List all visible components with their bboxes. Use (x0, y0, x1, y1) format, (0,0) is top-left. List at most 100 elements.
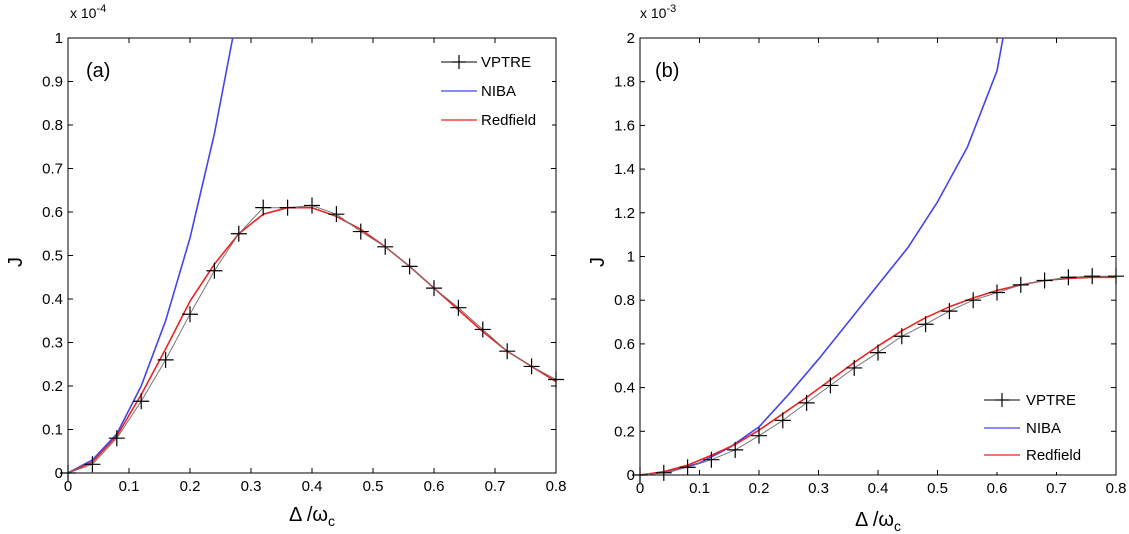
x-tick-label: 0.2 (180, 478, 201, 495)
x-tick-label: 0.4 (868, 480, 889, 497)
data-point-vptre (474, 321, 491, 338)
y-tick-label: 1 (627, 249, 635, 266)
x-tick-label: 0.4 (302, 478, 323, 495)
data-point-vptre (989, 284, 1005, 301)
data-point-vptre (1060, 269, 1077, 286)
y-tick-label: 0.5 (42, 248, 63, 265)
y-multiplier-base: x 10 (640, 5, 667, 21)
data-point-vptre (679, 459, 696, 476)
y-axis-label: J (587, 257, 609, 267)
y-tick-label: 2 (627, 30, 635, 47)
data-point-vptre (304, 197, 320, 214)
y-tick-label: 1.8 (614, 74, 635, 91)
y-multiplier-exponent: -4 (96, 3, 106, 15)
legend-label-niba: NIBA (481, 83, 516, 100)
x-tick-label: 0 (64, 478, 72, 495)
data-point-vptre (84, 456, 101, 473)
data-point-vptre (548, 371, 564, 388)
legend-marker-vptre (452, 55, 466, 69)
y-tick-label: 1.6 (614, 117, 635, 134)
y-tick-label: 0.2 (42, 378, 63, 395)
y-tick-label: 0 (55, 465, 63, 482)
data-point-vptre (255, 199, 272, 216)
x-tick-label: 0.5 (927, 480, 948, 497)
x-axis-label: Δ /ωc (855, 509, 901, 534)
series-group (60, 37, 564, 481)
data-point-vptre (1108, 268, 1124, 285)
y-tick-label: 1.2 (614, 205, 635, 222)
data-point-vptre (846, 359, 863, 376)
series-group (632, 37, 1124, 483)
x-axis-label-sub: c (328, 513, 335, 529)
y-tick-label: 1 (55, 30, 63, 47)
data-point-vptre (632, 467, 648, 483)
x-tick-label: 0.5 (363, 478, 384, 495)
y-tick-label: 0.8 (42, 117, 63, 134)
data-point-vptre (870, 344, 886, 361)
data-point-vptre (426, 280, 442, 297)
data-point-vptre (352, 223, 369, 240)
x-axis-label-sub: c (894, 518, 901, 534)
legend-label-redfield: Redfield (1026, 447, 1081, 464)
y-tick-label: 0.1 (42, 422, 63, 439)
x-tick-label: 0.3 (808, 480, 829, 497)
legend-box (436, 48, 552, 140)
y-tick-label: 0.2 (614, 423, 635, 440)
data-point-vptre (60, 465, 76, 481)
legend-label-redfield: Redfield (481, 112, 536, 129)
y-tick-label: 0.8 (614, 292, 635, 309)
x-tick-label: 0.8 (1106, 480, 1127, 497)
data-point-vptre (230, 225, 247, 242)
y-tick-label: 1.4 (614, 161, 635, 178)
series-line-niba (639, 37, 1004, 476)
data-point-vptre (133, 393, 150, 410)
panel-b: 0 0.1 0.2 0.3 0.4 0.5 0.6 0.7 0.8 0 0.2 0.4 0.6 0.8 1 1… (587, 3, 1126, 534)
panel-label: (a) (86, 60, 110, 82)
y-multiplier-exponent: -3 (666, 3, 676, 15)
y-multiplier: x 10-3 (640, 3, 676, 21)
x-tick-label: 0.6 (424, 478, 445, 495)
data-point-vptre (727, 441, 744, 458)
data-point-vptre (450, 299, 467, 316)
legend-label-niba: NIBA (1026, 420, 1061, 437)
legend: VPTRE NIBA Redfield (978, 384, 1108, 472)
x-tick-label: 0.3 (241, 478, 262, 495)
tick-group: 0 0.1 0.2 0.3 0.4 0.5 0.6 0.7 0.8 0 0.1 0.2 0.3 0.4 0.… (42, 30, 566, 495)
y-multiplier: x 10-4 (70, 3, 106, 21)
data-point-vptre (965, 292, 982, 309)
x-axis-label-main: Δ /ω (289, 504, 328, 526)
data-point-vptre (328, 206, 345, 223)
y-tick-label: 0.3 (42, 335, 63, 352)
data-point-vptre (893, 328, 910, 345)
data-point-vptre (206, 262, 223, 279)
x-tick-label: 0.7 (485, 478, 506, 495)
y-tick-label: 0.6 (614, 336, 635, 353)
legend-marker-vptre (995, 393, 1009, 407)
x-tick-label: 0.2 (749, 480, 770, 497)
y-tick-label: 0.4 (42, 291, 63, 308)
data-point-vptre (523, 358, 540, 375)
data-point-vptre (279, 199, 296, 216)
y-tick-label: 0.9 (42, 74, 63, 91)
data-point-vptre (499, 343, 516, 360)
data-point-vptre (774, 412, 791, 429)
x-tick-label: 0.8 (546, 478, 567, 495)
y-axis-label: J (5, 257, 27, 267)
data-point-vptre (108, 430, 125, 447)
x-axis-label: Δ /ωc (289, 504, 335, 529)
panel-a: 0 0.1 0.2 0.3 0.4 0.5 0.6 0.7 0.8 0 0.1 0.2 0.3 0.4 0.… (5, 3, 566, 529)
data-point-vptre (1012, 276, 1029, 293)
series-line-niba (67, 37, 234, 474)
data-point-vptre (182, 306, 198, 323)
y-multiplier-base: x 10 (70, 5, 97, 21)
data-point-vptre (822, 377, 839, 394)
panel-label: (b) (655, 60, 679, 82)
data-point-vptre (798, 394, 815, 411)
data-point-vptre (751, 427, 767, 444)
data-point-vptre (401, 258, 418, 275)
y-tick-label: 0.7 (42, 161, 63, 178)
data-point-vptre (655, 464, 672, 481)
data-point-vptre (917, 316, 934, 333)
data-point-vptre (1036, 272, 1053, 289)
